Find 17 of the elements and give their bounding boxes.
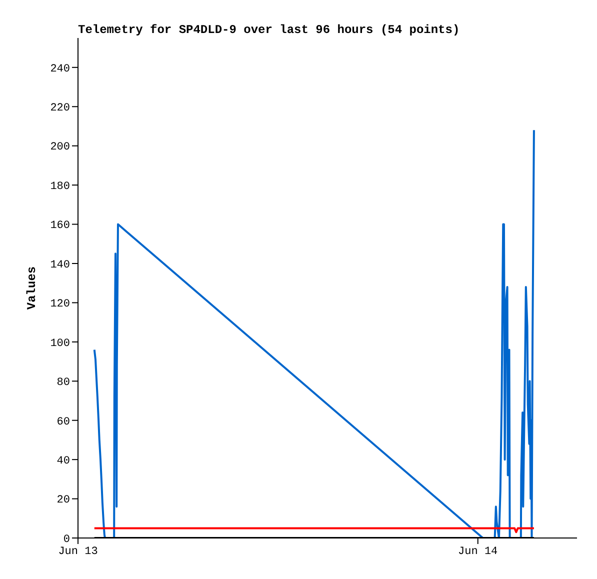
y-tick-label: 180 [50,180,70,193]
y-tick-label: 120 [50,298,70,311]
y-tick-label: 140 [50,259,70,272]
y-tick-label: 80 [56,377,70,390]
y-tick-label: 0 [63,534,70,546]
x-tick-label: Jun 14 [458,546,498,558]
y-tick-label: 100 [50,338,70,350]
y-tick-label: 200 [50,142,70,154]
y-axis-title: Values [25,266,39,310]
y-tick-label: 240 [50,63,70,76]
y-tick-label: 20 [56,494,70,507]
y-tick-label: 40 [56,455,70,468]
y-tick-label: 220 [50,102,70,115]
y-tick-label: 160 [50,220,70,232]
y-tick-label: 60 [56,416,70,428]
x-tick-label: Jun 13 [58,546,98,558]
chart-title: Telemetry for SP4DLD-9 over last 96 hours (54 points) [78,23,460,37]
